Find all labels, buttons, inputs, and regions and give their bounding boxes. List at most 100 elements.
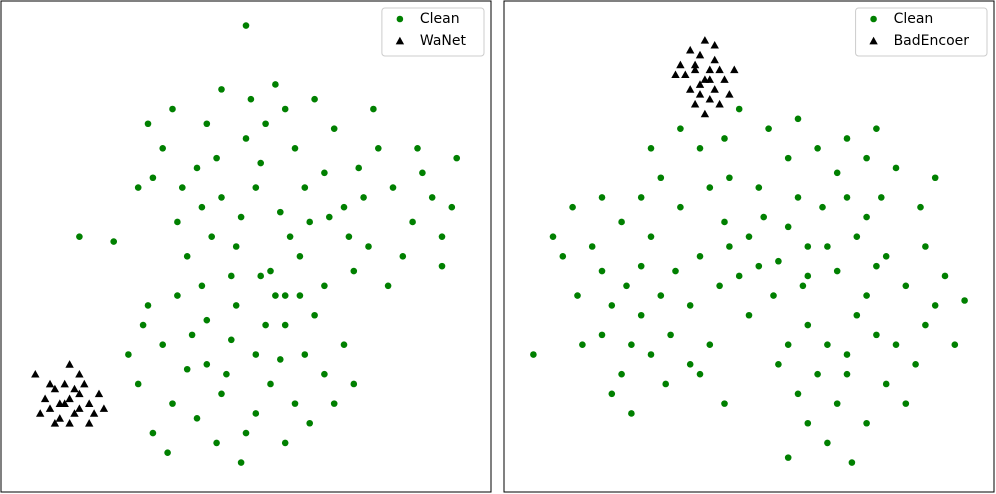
circle-point bbox=[794, 194, 802, 201]
circle-point bbox=[384, 282, 392, 290]
circle-point bbox=[438, 233, 446, 240]
circle-point bbox=[183, 365, 191, 373]
circle-point bbox=[203, 316, 211, 324]
circle-point bbox=[193, 415, 201, 422]
circle-point bbox=[647, 145, 655, 152]
circle-point bbox=[755, 184, 763, 191]
circle-point bbox=[277, 356, 284, 363]
circle-point bbox=[76, 233, 83, 240]
circle-point bbox=[174, 218, 181, 226]
circle-point bbox=[598, 331, 606, 339]
circle-point bbox=[159, 341, 166, 349]
circle-point bbox=[819, 203, 826, 211]
circle-point bbox=[726, 174, 733, 182]
circle-point bbox=[428, 194, 436, 201]
circle-point bbox=[745, 311, 753, 319]
circle-point bbox=[365, 243, 372, 250]
circle-point bbox=[863, 292, 870, 299]
circle-point bbox=[262, 120, 269, 128]
triangle-point bbox=[725, 90, 734, 98]
circle-point bbox=[272, 292, 279, 299]
circle-point bbox=[882, 380, 890, 388]
circle-point bbox=[321, 169, 328, 177]
triangle-point bbox=[690, 99, 700, 108]
panel: Clean BadEncoer bbox=[503, 0, 995, 493]
circle-point bbox=[139, 321, 147, 329]
circle-point bbox=[873, 262, 880, 270]
circle-point bbox=[237, 213, 245, 221]
circle-point bbox=[193, 164, 201, 172]
circle-point bbox=[686, 361, 694, 368]
circle-point bbox=[242, 135, 250, 142]
circle-point bbox=[824, 341, 831, 349]
circle-point bbox=[144, 302, 152, 309]
triangle-point bbox=[705, 95, 714, 103]
triangle-point bbox=[671, 70, 680, 79]
circle-point bbox=[706, 184, 714, 191]
circle-point bbox=[188, 331, 196, 339]
circle-point bbox=[833, 169, 841, 177]
circle-point bbox=[301, 184, 309, 191]
circle-point bbox=[677, 125, 684, 132]
circle-point bbox=[814, 370, 821, 378]
circle-point bbox=[218, 390, 225, 398]
triangle-point bbox=[31, 369, 40, 378]
circle-point bbox=[370, 105, 377, 113]
legend: Clean BadEncoer bbox=[855, 7, 988, 57]
circle-point bbox=[252, 351, 260, 358]
triangle-point bbox=[65, 394, 74, 403]
triangle-point bbox=[710, 85, 719, 93]
circle-point bbox=[419, 169, 426, 177]
circle-point bbox=[902, 282, 910, 290]
circle-point bbox=[726, 243, 733, 250]
circle-point bbox=[799, 282, 807, 290]
triangle-point bbox=[700, 36, 710, 44]
circle-point bbox=[892, 164, 900, 172]
circle-point bbox=[414, 145, 421, 152]
circle-point bbox=[574, 292, 581, 299]
circle-point bbox=[931, 302, 939, 309]
triangle-point bbox=[676, 60, 685, 69]
circle-point bbox=[878, 194, 885, 201]
circle-point bbox=[721, 218, 728, 226]
circle-point bbox=[296, 253, 304, 260]
circle-point bbox=[775, 257, 782, 265]
circle-point bbox=[931, 174, 939, 182]
circle-point bbox=[228, 336, 235, 344]
circle-point bbox=[784, 454, 792, 461]
circle-point bbox=[409, 218, 416, 226]
triangle-point bbox=[85, 399, 94, 407]
circle-point bbox=[281, 105, 289, 113]
circle-point bbox=[291, 145, 299, 152]
circle-point bbox=[843, 351, 851, 358]
circle-point bbox=[941, 272, 949, 280]
circle-point bbox=[637, 311, 645, 319]
legend-frame bbox=[381, 7, 485, 57]
circle-point bbox=[873, 331, 880, 339]
circle-point bbox=[863, 213, 870, 221]
circle-point bbox=[848, 459, 856, 466]
circle-point bbox=[281, 321, 289, 329]
circle-point bbox=[657, 292, 665, 299]
plot-frame bbox=[503, 0, 995, 493]
series bbox=[671, 36, 739, 118]
circle-point bbox=[530, 351, 537, 358]
circle-point bbox=[647, 351, 655, 358]
circle-point bbox=[267, 380, 274, 388]
circle-point bbox=[721, 400, 728, 407]
circle-point bbox=[804, 419, 812, 427]
circle-point bbox=[340, 203, 348, 211]
legend-marker bbox=[869, 36, 878, 45]
circle-point bbox=[637, 262, 645, 270]
triangle-point bbox=[45, 404, 55, 412]
circle-point bbox=[203, 120, 211, 128]
triangle-point bbox=[700, 109, 710, 118]
circle-point bbox=[149, 429, 157, 437]
circle-point bbox=[321, 282, 328, 290]
triangle-point bbox=[710, 40, 719, 49]
circle-point bbox=[784, 223, 792, 231]
circle-point bbox=[448, 203, 456, 211]
circle-point bbox=[853, 233, 861, 240]
triangle-point bbox=[50, 384, 60, 393]
